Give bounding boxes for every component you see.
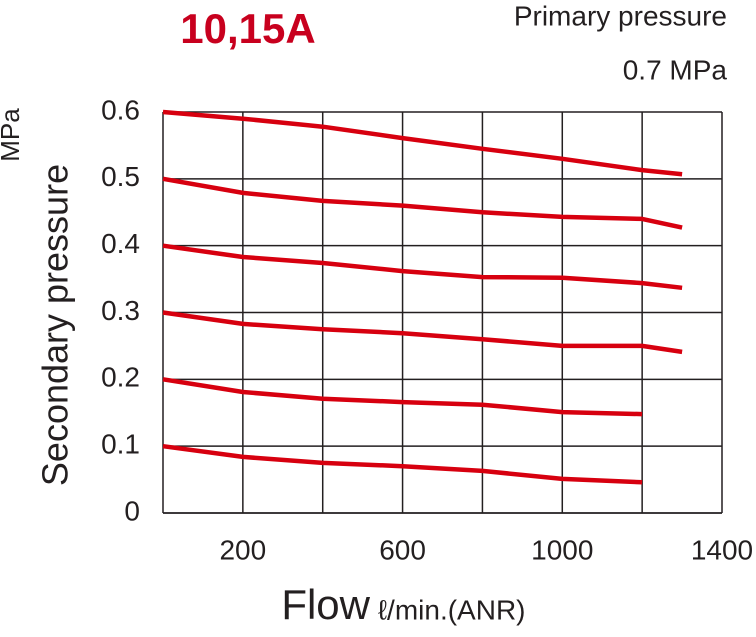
x-tick-label: 1000 [531, 534, 593, 565]
series-line [162, 443, 643, 485]
annotation: 0.7 MPa [623, 54, 728, 85]
series-line [162, 377, 643, 417]
chart-title: 10,15A [180, 5, 315, 52]
y-tick-label: 0.2 [101, 362, 140, 393]
y-tick-label: 0.3 [101, 295, 140, 326]
y-tick-label: 0.5 [101, 161, 140, 192]
x-axis-label: Flow [281, 581, 370, 628]
series-line [162, 176, 683, 230]
series-line [162, 243, 683, 291]
series-line [162, 310, 683, 355]
y-tick-label: 0 [124, 495, 140, 526]
x-tick-label: 600 [379, 534, 426, 565]
x-tick-label: 200 [219, 534, 266, 565]
series-line [162, 109, 683, 177]
y-axis-label: Secondary pressure [35, 164, 76, 486]
y-tick-label: 0.1 [101, 429, 140, 460]
annotation: Primary pressure [514, 0, 727, 31]
x-tick-label: 1400 [691, 534, 753, 565]
y-axis-unit: MPa [0, 108, 25, 162]
y-tick-label: 0.6 [101, 94, 140, 125]
y-tick-label: 0.4 [101, 228, 140, 259]
x-axis-unit: ℓ/min.(ANR) [378, 594, 526, 625]
